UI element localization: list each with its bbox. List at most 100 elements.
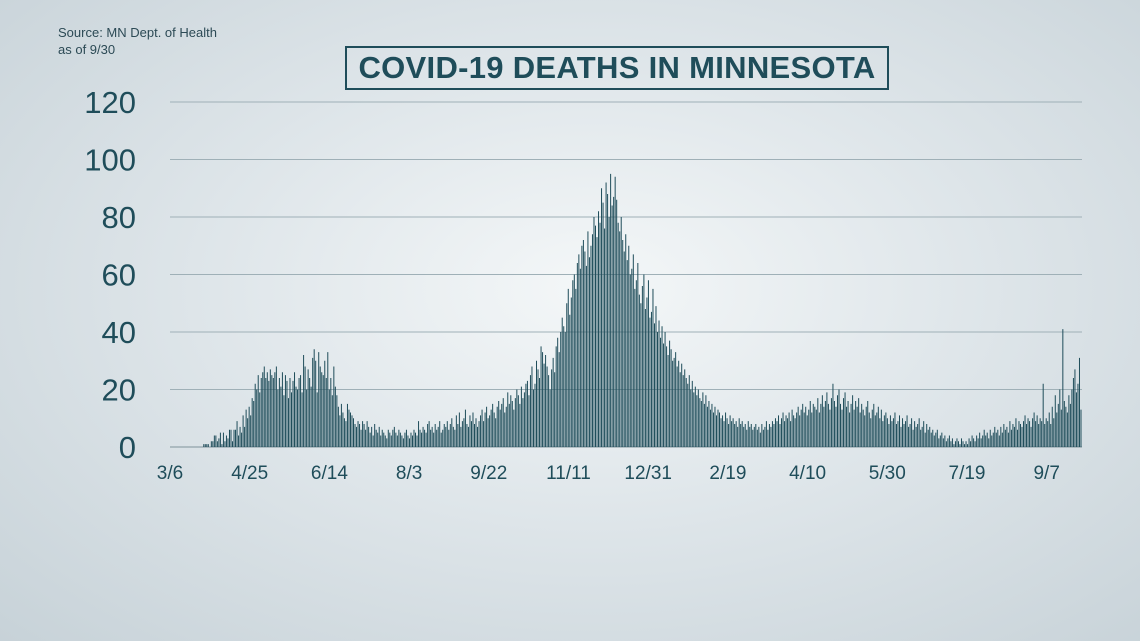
bar	[715, 415, 717, 448]
bar	[584, 251, 586, 447]
bar	[696, 395, 698, 447]
bar	[830, 398, 832, 448]
bar	[251, 398, 253, 448]
bar	[434, 424, 436, 447]
bar	[221, 444, 223, 448]
bar	[219, 432, 221, 448]
source-line: Source: MN Dept. of Health	[58, 25, 217, 40]
bar	[933, 435, 935, 447]
bar	[679, 372, 681, 447]
bar	[407, 435, 409, 447]
bar	[390, 435, 392, 447]
bar	[336, 395, 338, 447]
bar	[616, 199, 618, 447]
bar	[714, 406, 716, 447]
bar	[670, 349, 672, 447]
bar	[973, 438, 975, 448]
bar	[897, 421, 899, 448]
bar	[519, 403, 521, 448]
bar	[345, 421, 347, 448]
bar	[976, 435, 978, 447]
bar	[203, 444, 205, 448]
bar	[657, 332, 658, 447]
bar	[493, 412, 495, 447]
bar	[823, 406, 825, 447]
bar	[986, 432, 988, 448]
x-tick-label: 7/19	[949, 463, 986, 484]
bar	[611, 205, 613, 447]
bar	[911, 418, 913, 447]
bar	[945, 441, 947, 447]
bar	[702, 392, 704, 448]
bar	[947, 438, 949, 448]
bar	[445, 426, 447, 448]
bar	[741, 421, 743, 448]
bar	[853, 409, 855, 448]
bar	[1036, 415, 1038, 448]
bar	[968, 438, 970, 448]
bar	[422, 426, 424, 448]
bar	[607, 194, 609, 447]
bar	[558, 352, 560, 448]
bar	[241, 432, 243, 448]
source-note: Source: MN Dept. of Health as of 9/30	[58, 24, 217, 58]
bar	[877, 406, 879, 447]
bar	[939, 435, 941, 447]
bar	[528, 395, 530, 447]
bar	[298, 378, 300, 447]
bar	[1029, 421, 1031, 448]
bar	[396, 435, 398, 447]
y-axis-ticks: 0 20 40 60 80 100 120	[84, 85, 136, 465]
bar	[1032, 418, 1034, 447]
bar	[895, 424, 897, 447]
bar	[356, 426, 358, 448]
bar	[374, 424, 376, 447]
bar	[723, 421, 725, 448]
bar	[548, 375, 550, 448]
bar	[675, 352, 677, 448]
bar	[731, 421, 733, 448]
bar	[983, 429, 985, 447]
bar	[982, 435, 984, 447]
bar	[844, 392, 846, 448]
bar	[880, 409, 882, 448]
x-tick-label: 8/3	[396, 463, 422, 484]
bar	[366, 421, 368, 448]
bar	[758, 426, 760, 448]
bar	[849, 412, 851, 447]
bar	[905, 421, 907, 448]
bar	[681, 363, 683, 448]
bar	[467, 426, 469, 448]
bar	[242, 415, 244, 448]
bar	[894, 412, 896, 447]
bar	[712, 412, 714, 447]
bar	[593, 217, 595, 447]
bar	[546, 366, 548, 447]
bar	[365, 429, 367, 447]
bar	[549, 389, 551, 447]
bar	[551, 369, 553, 448]
bar	[1018, 421, 1020, 448]
bar	[421, 432, 423, 448]
bar	[1075, 392, 1077, 448]
bar	[408, 438, 410, 448]
bar	[294, 372, 296, 447]
bar	[1023, 421, 1025, 448]
bar	[522, 398, 524, 448]
bar	[688, 375, 690, 448]
bar	[393, 426, 395, 448]
bar	[263, 366, 265, 447]
bar	[257, 375, 259, 448]
bar	[765, 421, 767, 448]
bar	[660, 337, 662, 447]
bar	[353, 418, 354, 447]
bar	[980, 438, 982, 448]
bar	[561, 317, 563, 448]
bar	[941, 432, 943, 448]
bar	[797, 406, 799, 447]
bar	[604, 228, 606, 447]
bar	[882, 421, 884, 448]
bar	[418, 421, 420, 448]
bar	[492, 403, 494, 448]
bar	[1024, 415, 1026, 448]
